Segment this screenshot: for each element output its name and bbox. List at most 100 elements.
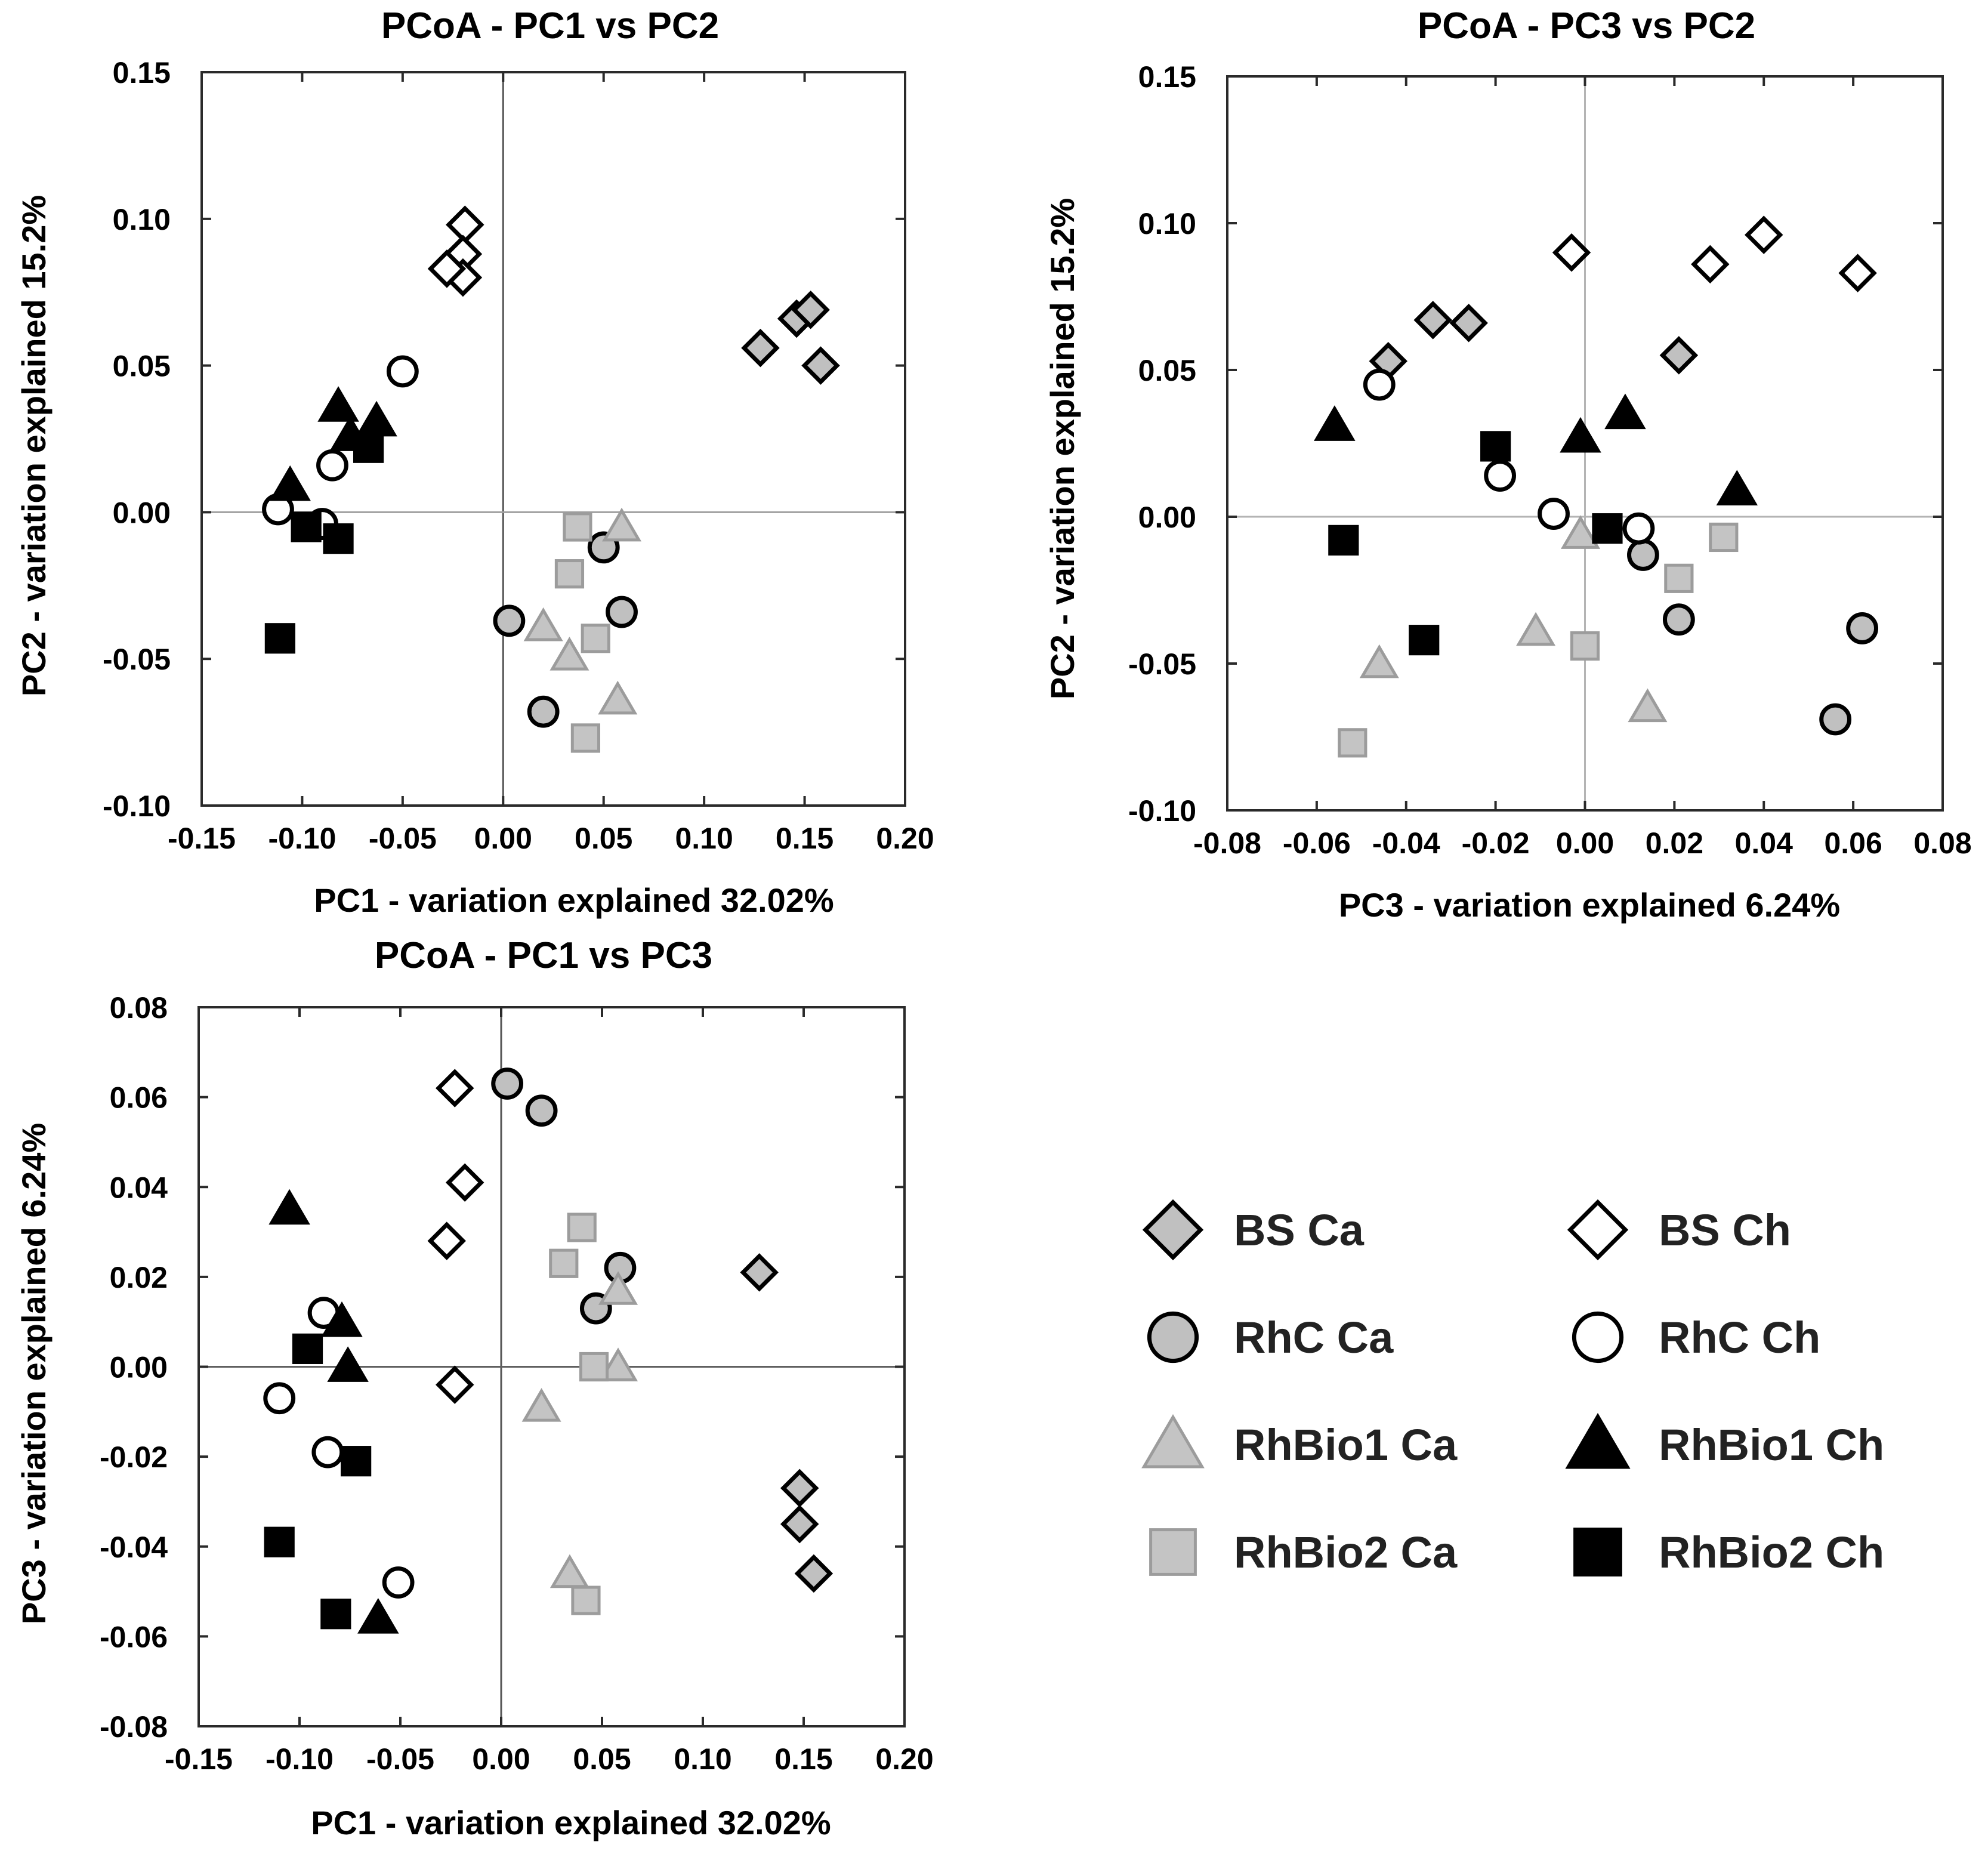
chart-title: PCoA - PC1 vs PC2 [381, 5, 719, 47]
point-rhbio2-ch [1409, 625, 1440, 656]
x-tick-label: -0.05 [366, 1742, 434, 1776]
legend-marker-rhbio2-ch [1573, 1528, 1622, 1577]
point-rhbio2-ca [563, 512, 592, 542]
point-rhc-ca [1662, 603, 1695, 636]
y-tick-label: 0.10 [113, 203, 171, 236]
point-rhbio2-ca [549, 1248, 579, 1278]
point-rhbio1-ca [550, 637, 589, 671]
series-rhbio2-ca [1338, 522, 1739, 758]
y-axis-label: PC2 - variation explained 15.2% [1044, 198, 1081, 699]
point-bs-ch [1838, 254, 1877, 292]
point-rhbio1-ca [550, 1554, 589, 1588]
legend-label: RhC Ch [1659, 1313, 1820, 1362]
point-rhbio1-ca [598, 1271, 638, 1305]
point-rhbio1-ch [1314, 405, 1356, 441]
x-tick-label: 0.00 [474, 822, 532, 855]
point-rhbio1-ch [1560, 417, 1601, 453]
series-bs-ca [741, 290, 840, 385]
x-tick-label: -0.08 [1193, 826, 1261, 860]
legend: BS Ca BS Ch RhC Ca RhC Ch RhBio1 Ca RhBi… [1141, 1199, 1884, 1577]
point-bs-ch [1691, 245, 1730, 284]
series-rhc-ch [262, 355, 419, 540]
point-rhbio1-ca [521, 1388, 561, 1422]
legend-label: RhBio2 Ca [1234, 1528, 1458, 1577]
legend-marker-rhbio2-ca [1149, 1528, 1197, 1576]
point-rhbio2-ch [341, 1446, 372, 1477]
legend-item-rhbio1-ca: RhBio1 Ca [1141, 1414, 1458, 1470]
point-rhbio2-ca [1570, 631, 1600, 661]
point-rhc-ch [263, 1382, 296, 1415]
x-tick-label: 0.00 [472, 1742, 530, 1776]
point-bs-ch [436, 1365, 474, 1404]
point-rhc-ca [1627, 539, 1659, 571]
point-rhbio1-ca [1560, 515, 1601, 549]
series-rhbio1-ca [523, 507, 642, 715]
legend-symbol [1142, 1199, 1204, 1261]
series-bs-ch [427, 1069, 484, 1404]
y-tick-label: -0.10 [1128, 794, 1196, 828]
legend-symbol [1573, 1528, 1622, 1577]
chart-pc3-vs-pc2: PCoA - PC3 vs PC2 PC3 - variation explai… [1044, 5, 1972, 924]
legend-label: BS Ch [1659, 1205, 1791, 1255]
x-tick-label: 0.20 [875, 1742, 933, 1776]
point-bs-ch [436, 1069, 474, 1107]
point-bs-ca [1659, 336, 1699, 375]
x-tick-label: -0.15 [165, 1742, 233, 1776]
x-tick-label: 0.06 [1824, 826, 1882, 860]
point-rhc-ch [1538, 498, 1570, 530]
point-rhbio2-ch [320, 1599, 351, 1630]
point-rhbio1-ch [268, 1189, 310, 1225]
x-tick-label: -0.06 [1283, 826, 1351, 860]
series-bs-ch [1552, 215, 1877, 292]
y-tick-label: 0.05 [113, 350, 171, 383]
x-tick-label: 0.04 [1735, 826, 1793, 860]
point-rhbio1-ch [327, 1346, 369, 1382]
x-tick-label: 0.02 [1646, 826, 1703, 860]
point-rhc-ca [1846, 612, 1879, 644]
point-rhbio2-ch [1592, 513, 1623, 544]
legend-marker-rhbio1-ch [1565, 1412, 1631, 1469]
x-axis-label: PC3 - variation explained 6.24% [1339, 886, 1840, 924]
point-bs-ca [741, 328, 780, 368]
point-rhbio2-ch [292, 1333, 323, 1364]
point-rhc-ca [525, 1094, 558, 1127]
point-rhbio2-ch [323, 523, 354, 554]
series-rhc-ca [491, 1068, 637, 1325]
point-rhbio1-ch [269, 465, 311, 501]
y-axis-label: PC3 - variation explained 6.24% [15, 1123, 53, 1624]
legend-label: RhBio1 Ch [1659, 1420, 1884, 1470]
y-tick-label: 0.00 [113, 496, 171, 529]
point-rhbio2-ca [1709, 522, 1739, 553]
point-bs-ca [794, 1554, 834, 1593]
y-tick-label: -0.05 [1128, 647, 1196, 681]
y-tick-label: 0.15 [1138, 60, 1196, 94]
legend-item-rhc-ca: RhC Ca [1147, 1311, 1394, 1363]
series-rhc-ch [263, 1297, 415, 1599]
x-tick-label: 0.08 [1913, 826, 1971, 860]
legend-label: RhBio1 Ca [1234, 1420, 1458, 1470]
series-rhbio1-ch [268, 1189, 399, 1634]
legend-marker-bs-ch [1567, 1199, 1629, 1261]
point-rhc-ch [1484, 459, 1517, 492]
point-bs-ca [780, 1504, 819, 1544]
point-rhbio2-ca [570, 723, 600, 753]
point-rhbio1-ca [1516, 612, 1556, 646]
x-tick-label: -0.02 [1462, 826, 1530, 860]
legend-label: BS Ca [1234, 1205, 1365, 1255]
point-rhbio2-ch [353, 432, 384, 463]
point-bs-ca [1413, 301, 1452, 340]
legend-item-rhbio1-ch: RhBio1 Ch [1565, 1412, 1884, 1470]
x-axis-label: PC1 - variation explained 32.02% [314, 881, 834, 919]
point-rhbio2-ca [1664, 563, 1694, 593]
legend-item-bs-ch: BS Ch [1567, 1199, 1791, 1261]
x-tick-label: -0.04 [1372, 826, 1440, 860]
y-tick-label: 0.05 [1138, 354, 1196, 387]
x-tick-label: 0.15 [774, 1742, 832, 1776]
point-bs-ch [427, 249, 467, 288]
point-rhbio2-ca [579, 1352, 609, 1382]
point-rhc-ca [527, 695, 560, 728]
chart-title: PCoA - PC3 vs PC2 [1418, 5, 1755, 47]
x-tick-label: 0.05 [575, 822, 632, 855]
point-rhbio1-ca [598, 680, 638, 715]
